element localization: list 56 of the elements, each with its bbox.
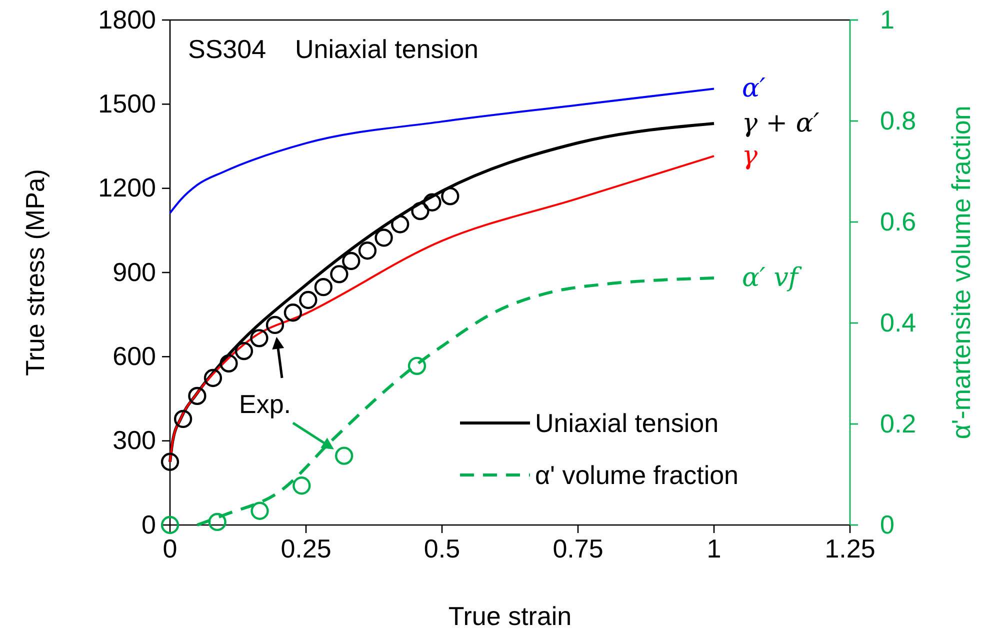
point [204, 368, 222, 388]
y2-axis-title: α'-martensite volume fraction [946, 106, 976, 440]
point [314, 278, 332, 296]
point [292, 476, 311, 495]
point [358, 242, 377, 260]
point [220, 354, 238, 372]
x-tick-label: 0.75 [552, 533, 604, 564]
point [441, 187, 460, 206]
point [374, 228, 393, 247]
point [330, 265, 348, 284]
annotation: Exp. [238, 388, 292, 419]
y-tick-label: 1200 [98, 172, 156, 203]
annotation: γ + α′ [742, 108, 820, 139]
point [391, 215, 410, 234]
y2-tick-label: 1 [880, 4, 894, 34]
point [342, 252, 360, 270]
y-tick-label: 0 [142, 509, 156, 540]
point [208, 512, 226, 532]
x-tick-label: 1 [706, 533, 722, 564]
y-tick-label: 1500 [98, 88, 156, 118]
point [284, 304, 302, 322]
x-tick-label: 0.5 [424, 533, 460, 564]
y-tick-label: 300 [112, 425, 156, 456]
y2-tick-label: 0 [880, 509, 894, 540]
legend-label: Uniaxial tension [535, 408, 719, 438]
x-tick-label: 0 [162, 533, 178, 564]
text: SS304 Uniaxial tension [188, 34, 479, 64]
y2-tick-label: 0.8 [880, 105, 916, 136]
line-series [169, 88, 715, 214]
legend-label: α' volume fraction [535, 460, 739, 490]
point [411, 202, 430, 220]
y2-tick-label: 0.4 [880, 307, 916, 338]
x-axis-title: True strain [448, 601, 572, 631]
point [234, 342, 254, 360]
y-tick-label: 900 [112, 256, 156, 287]
y-tick-label: 1800 [98, 4, 156, 34]
y-tick-label: 600 [112, 340, 156, 371]
point [250, 502, 269, 520]
point [335, 446, 354, 465]
x-tick-label: 1.25 [824, 533, 876, 564]
y2-tick-label: 0.2 [880, 408, 916, 438]
point [423, 193, 442, 212]
point [299, 290, 318, 310]
point [266, 316, 284, 334]
x-tick-label: 0.25 [280, 533, 332, 564]
point [188, 386, 206, 406]
annotation: α′ vf [742, 263, 802, 294]
point [174, 410, 192, 428]
point [160, 516, 180, 534]
series-label: γ [742, 141, 758, 172]
series-label: α′ [742, 74, 766, 104]
point [250, 329, 268, 348]
y-axis-title: True stress (MPa) [20, 168, 50, 376]
y2-tick-label: 0.6 [880, 206, 916, 236]
point [408, 356, 426, 375]
point [160, 452, 180, 471]
